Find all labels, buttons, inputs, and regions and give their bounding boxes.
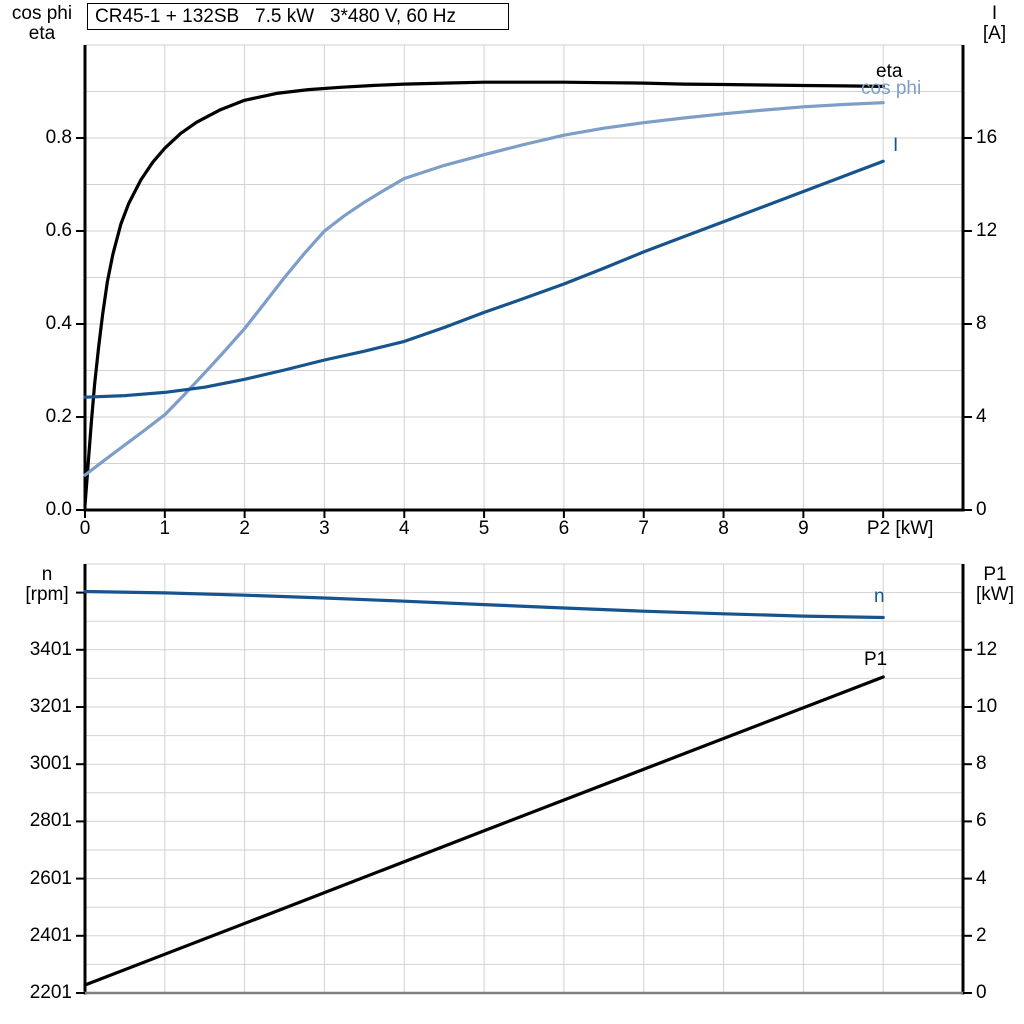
chart-title: CR45-1 + 132SB 7.5 kW 3*480 V, 60 Hz [95,5,457,27]
curve-cos-phi [83,101,885,477]
upper-right-axis-header: I [A] [965,4,1024,44]
lower-right-axis-header-line2: [kW] [976,584,1014,605]
curve-i [83,159,885,399]
curve-label-eta: eta [876,61,903,82]
upper-right-axis-header-line1: I [991,3,998,24]
upper-left-axis-header: cos phi eta [4,4,80,44]
curve-n [83,589,885,620]
lower-right-axis-header: P1 [kW] [965,565,1024,605]
curve-eta [83,80,885,507]
curve-p1 [83,675,885,987]
lower-left-axis-header-line2: [rpm] [25,584,69,605]
lower-right-axis-header-line1: P1 [983,564,1007,585]
upper-left-axis-header-line1: cos phi [11,3,73,24]
curve-label-p1: P1 [864,649,888,670]
lower-left-axis-header-line1: n [41,564,53,585]
lower-left-axis-header: n [rpm] [9,565,85,605]
curve-label-cos-phi: cos phi [861,78,922,99]
chart-title-box: CR45-1 + 132SB 7.5 kW 3*480 V, 60 Hz [87,3,509,30]
upper-left-axis-header-line2: eta [28,23,56,44]
curve-label-current: I [893,135,899,156]
upper-right-axis-header-line2: [A] [982,23,1007,44]
curve-label-speed: n [874,586,885,607]
